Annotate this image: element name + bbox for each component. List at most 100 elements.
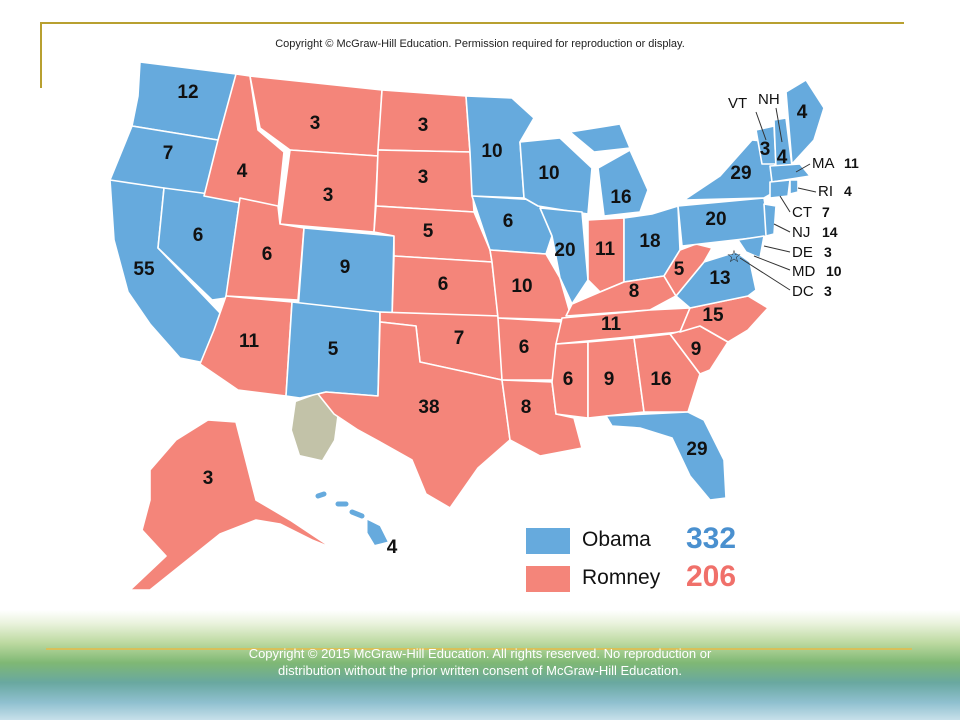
footer-rule: [46, 648, 912, 650]
leader-nh: [775, 107, 783, 143]
label-ri: RI: [818, 183, 833, 200]
state-pa[interactable]: [677, 197, 771, 247]
label-ma-ev: 11: [844, 155, 859, 171]
ev-wv: 5: [674, 259, 685, 280]
legend-romney-total: 206: [686, 560, 737, 593]
ev-az: 11: [239, 331, 260, 352]
legend: Obama 332 Romney 206: [526, 520, 766, 600]
header-copyright: Copyright © McGraw-Hill Education. Permi…: [275, 38, 685, 50]
ev-ne: 5: [423, 221, 434, 242]
ev-mo: 10: [511, 276, 532, 297]
leader-de: [763, 245, 791, 253]
label-md-ev: 10: [826, 263, 842, 279]
legend-obama-label: Obama: [582, 528, 651, 551]
footer-copyright: Copyright © 2015 McGraw-Hill Education. …: [248, 646, 712, 678]
romney-swatch: [526, 566, 570, 592]
ev-sd: 3: [418, 167, 429, 188]
ev-nd: 3: [418, 115, 429, 136]
state-fl[interactable]: [605, 411, 727, 501]
state-ga[interactable]: [633, 333, 701, 413]
ev-ga: 16: [650, 369, 671, 390]
state-ct[interactable]: [769, 179, 791, 199]
ev-ia: 6: [503, 211, 514, 232]
ev-sc: 9: [691, 339, 702, 360]
label-nh: NH: [758, 91, 780, 108]
ev-ok: 7: [454, 328, 465, 349]
ev-mt: 3: [310, 113, 321, 134]
state-md[interactable]: [737, 235, 765, 259]
obama-swatch: [526, 528, 570, 554]
ev-nm: 5: [328, 339, 339, 360]
ev-il: 20: [554, 240, 575, 261]
ev-mi: 16: [610, 187, 631, 208]
ev-wy: 3: [323, 185, 334, 206]
ev-id: 4: [237, 161, 248, 182]
ev-nh: 4: [777, 147, 788, 168]
ev-ky: 8: [629, 281, 640, 302]
footer-band: [0, 610, 960, 720]
label-ct: CT: [792, 204, 812, 221]
ev-al: 9: [604, 369, 615, 390]
ev-la: 8: [521, 397, 532, 418]
frame-left-rule: [40, 22, 42, 88]
state-wv[interactable]: [663, 243, 713, 297]
ev-in: 11: [595, 239, 616, 260]
state-nj[interactable]: [763, 203, 777, 237]
label-ri-ev: 4: [844, 183, 852, 199]
state-ak[interactable]: [129, 419, 333, 591]
ev-ms: 6: [563, 369, 574, 390]
label-nj: NJ: [792, 224, 810, 241]
leader-vt: [755, 111, 767, 141]
leader-dc: [739, 257, 791, 291]
label-ma: MA: [812, 155, 835, 172]
ev-ut: 6: [262, 244, 273, 265]
ev-pa: 20: [705, 209, 726, 230]
ev-me: 4: [797, 102, 808, 123]
label-de-ev: 3: [824, 244, 832, 260]
ev-oh: 18: [639, 231, 660, 252]
legend-row-romney: Romney 206: [526, 560, 766, 593]
dc-star-icon: ☆: [726, 247, 741, 267]
ev-hi: 4: [387, 537, 398, 558]
ev-co: 9: [340, 257, 351, 278]
state-hi[interactable]: [315, 491, 388, 545]
state-va[interactable]: [675, 251, 757, 309]
ev-or: 7: [163, 143, 174, 164]
leader-ma: [795, 163, 811, 173]
label-vt: VT: [728, 95, 747, 112]
leader-ri: [797, 187, 817, 193]
leader-nj: [773, 223, 791, 233]
state-ma[interactable]: [769, 163, 811, 183]
legend-obama-total: 332: [686, 522, 737, 555]
ev-va: 13: [709, 268, 730, 289]
ev-mn: 10: [481, 141, 502, 162]
label-md: MD: [792, 263, 815, 280]
state-me[interactable]: [785, 79, 825, 165]
ev-vt: 3: [760, 139, 771, 160]
leader-md: [753, 255, 791, 271]
state-wi[interactable]: [519, 137, 593, 215]
label-de: DE: [792, 244, 813, 261]
state-al[interactable]: [587, 337, 645, 419]
state-mi[interactable]: [569, 123, 649, 217]
ev-wi: 10: [538, 163, 559, 184]
ev-ca: 55: [133, 259, 155, 280]
ev-nc: 15: [702, 305, 724, 326]
legend-romney-label: Romney: [582, 566, 661, 589]
state-ms[interactable]: [551, 341, 589, 419]
ev-nv: 6: [193, 225, 204, 246]
leader-ct: [779, 195, 791, 213]
ev-ar: 6: [519, 337, 530, 358]
mexico-land: [292, 394, 338, 460]
label-ct-ev: 7: [822, 204, 830, 220]
frame-top-rule: [40, 22, 904, 24]
state-tx[interactable]: [317, 321, 511, 509]
ev-fl: 29: [686, 439, 707, 460]
ev-wa: 12: [177, 82, 198, 103]
label-dc: DC: [792, 283, 814, 300]
state-ri[interactable]: [789, 179, 799, 195]
legend-row-obama: Obama 332: [526, 522, 766, 555]
ev-tn: 11: [601, 314, 622, 335]
label-dc-ev: 3: [824, 283, 832, 299]
